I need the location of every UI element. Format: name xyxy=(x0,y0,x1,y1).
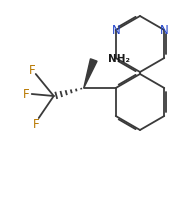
Text: F: F xyxy=(33,118,39,131)
Polygon shape xyxy=(84,60,97,89)
Text: F: F xyxy=(22,88,29,101)
Text: F: F xyxy=(28,63,35,76)
Text: NH₂: NH₂ xyxy=(108,54,130,64)
Text: N: N xyxy=(160,23,169,36)
Text: N: N xyxy=(111,23,120,36)
